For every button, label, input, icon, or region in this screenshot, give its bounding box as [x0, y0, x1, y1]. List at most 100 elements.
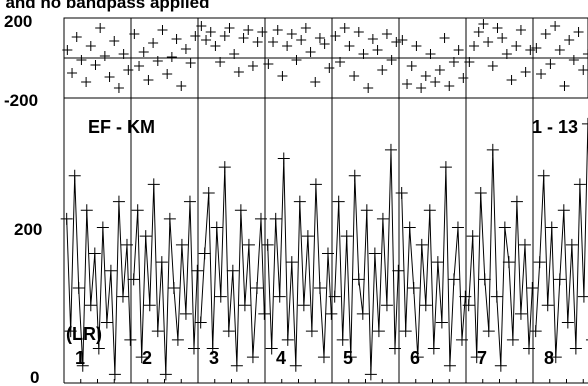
phase-point [300, 23, 311, 33]
phase-point [123, 65, 134, 75]
amp-point [206, 342, 219, 355]
phase-point [434, 65, 445, 75]
amp-point [541, 299, 554, 312]
amp-point [317, 351, 330, 364]
phase-point [291, 55, 302, 65]
phase-point [550, 21, 561, 31]
phase-point [205, 27, 216, 37]
amp-panel-number: 8 [544, 348, 554, 368]
amp-point [565, 238, 578, 251]
amp-point [545, 221, 558, 234]
amp-point [328, 290, 341, 303]
amp-point [171, 333, 184, 346]
amp-point [68, 169, 81, 182]
phase-point [233, 67, 244, 77]
phase-point [406, 61, 417, 71]
phase-point [386, 55, 397, 65]
amp-point [242, 238, 255, 251]
baseline-label: EF - KM [88, 117, 155, 137]
phase-point [564, 35, 575, 45]
phase-point [473, 27, 484, 37]
amp-point [462, 299, 475, 312]
amp-point [183, 195, 196, 208]
amp-point [392, 264, 405, 277]
amp-point [281, 333, 294, 346]
amp-point [526, 282, 539, 294]
amp-point [313, 282, 326, 294]
phase-ytick-top: 200 [4, 12, 32, 31]
amp-point [569, 342, 582, 355]
amp-point [309, 178, 322, 191]
amp-point [533, 256, 546, 269]
amp-point [415, 238, 428, 251]
amp-point [250, 282, 263, 294]
amp-point [466, 230, 479, 243]
phase-point [81, 77, 92, 87]
amp-point [470, 351, 483, 364]
amp-point [486, 143, 499, 156]
amp-point [258, 307, 271, 320]
amp-point [88, 247, 101, 260]
amp-point [135, 351, 148, 364]
phase-point [166, 52, 177, 62]
amp-panel-number: 3 [209, 348, 219, 368]
phase-point [501, 49, 512, 59]
phase-point [487, 61, 498, 71]
phase-point [162, 69, 173, 79]
phase-point [67, 68, 78, 78]
amp-point [537, 169, 550, 182]
phase-point [185, 58, 196, 68]
phase-point [310, 77, 321, 87]
amp-point [273, 290, 286, 303]
phase-point [335, 57, 346, 67]
amp-point [80, 204, 93, 217]
amp-point [518, 238, 531, 251]
amp-point [376, 212, 389, 225]
phase-point [152, 56, 163, 66]
amp-point [482, 325, 495, 338]
amp-series-line [468, 149, 533, 366]
amp-point [364, 368, 377, 381]
phase-point [448, 57, 459, 67]
amp-panel-number: 6 [410, 348, 420, 368]
phase-point [263, 59, 274, 69]
phase-point [190, 31, 201, 41]
amp-point [64, 325, 77, 338]
amp-point [411, 351, 424, 364]
amp-point [368, 247, 381, 260]
amp-point [419, 299, 432, 312]
amp-point [348, 169, 361, 182]
phase-point [314, 33, 325, 43]
phase-point [483, 37, 494, 47]
amp-point [218, 161, 231, 174]
amp-point [305, 325, 318, 338]
phase-point [497, 33, 508, 43]
amp-point [104, 264, 117, 277]
amp-point [124, 333, 137, 346]
phase-point [71, 32, 82, 42]
phase-point [515, 25, 526, 35]
phase-point [402, 79, 413, 89]
phase-point [229, 49, 240, 59]
amp-point [194, 316, 207, 329]
phase-point [99, 51, 110, 61]
amp-point [100, 316, 113, 329]
amp-point [344, 351, 357, 364]
phase-point [531, 43, 542, 53]
amp-point [380, 299, 393, 312]
phase-point [215, 57, 226, 67]
amp-point [502, 256, 515, 269]
amp-point [561, 316, 574, 329]
amp-point [139, 230, 152, 243]
amp-point [510, 195, 523, 208]
amp-series-line [401, 167, 466, 366]
amp-point [399, 325, 412, 338]
phase-point [148, 38, 159, 48]
phase-point [210, 41, 221, 51]
phase-point [367, 34, 378, 44]
phase-point [344, 41, 355, 51]
phase-point [224, 23, 235, 33]
phase-point [349, 71, 360, 81]
phase-point [545, 59, 556, 69]
